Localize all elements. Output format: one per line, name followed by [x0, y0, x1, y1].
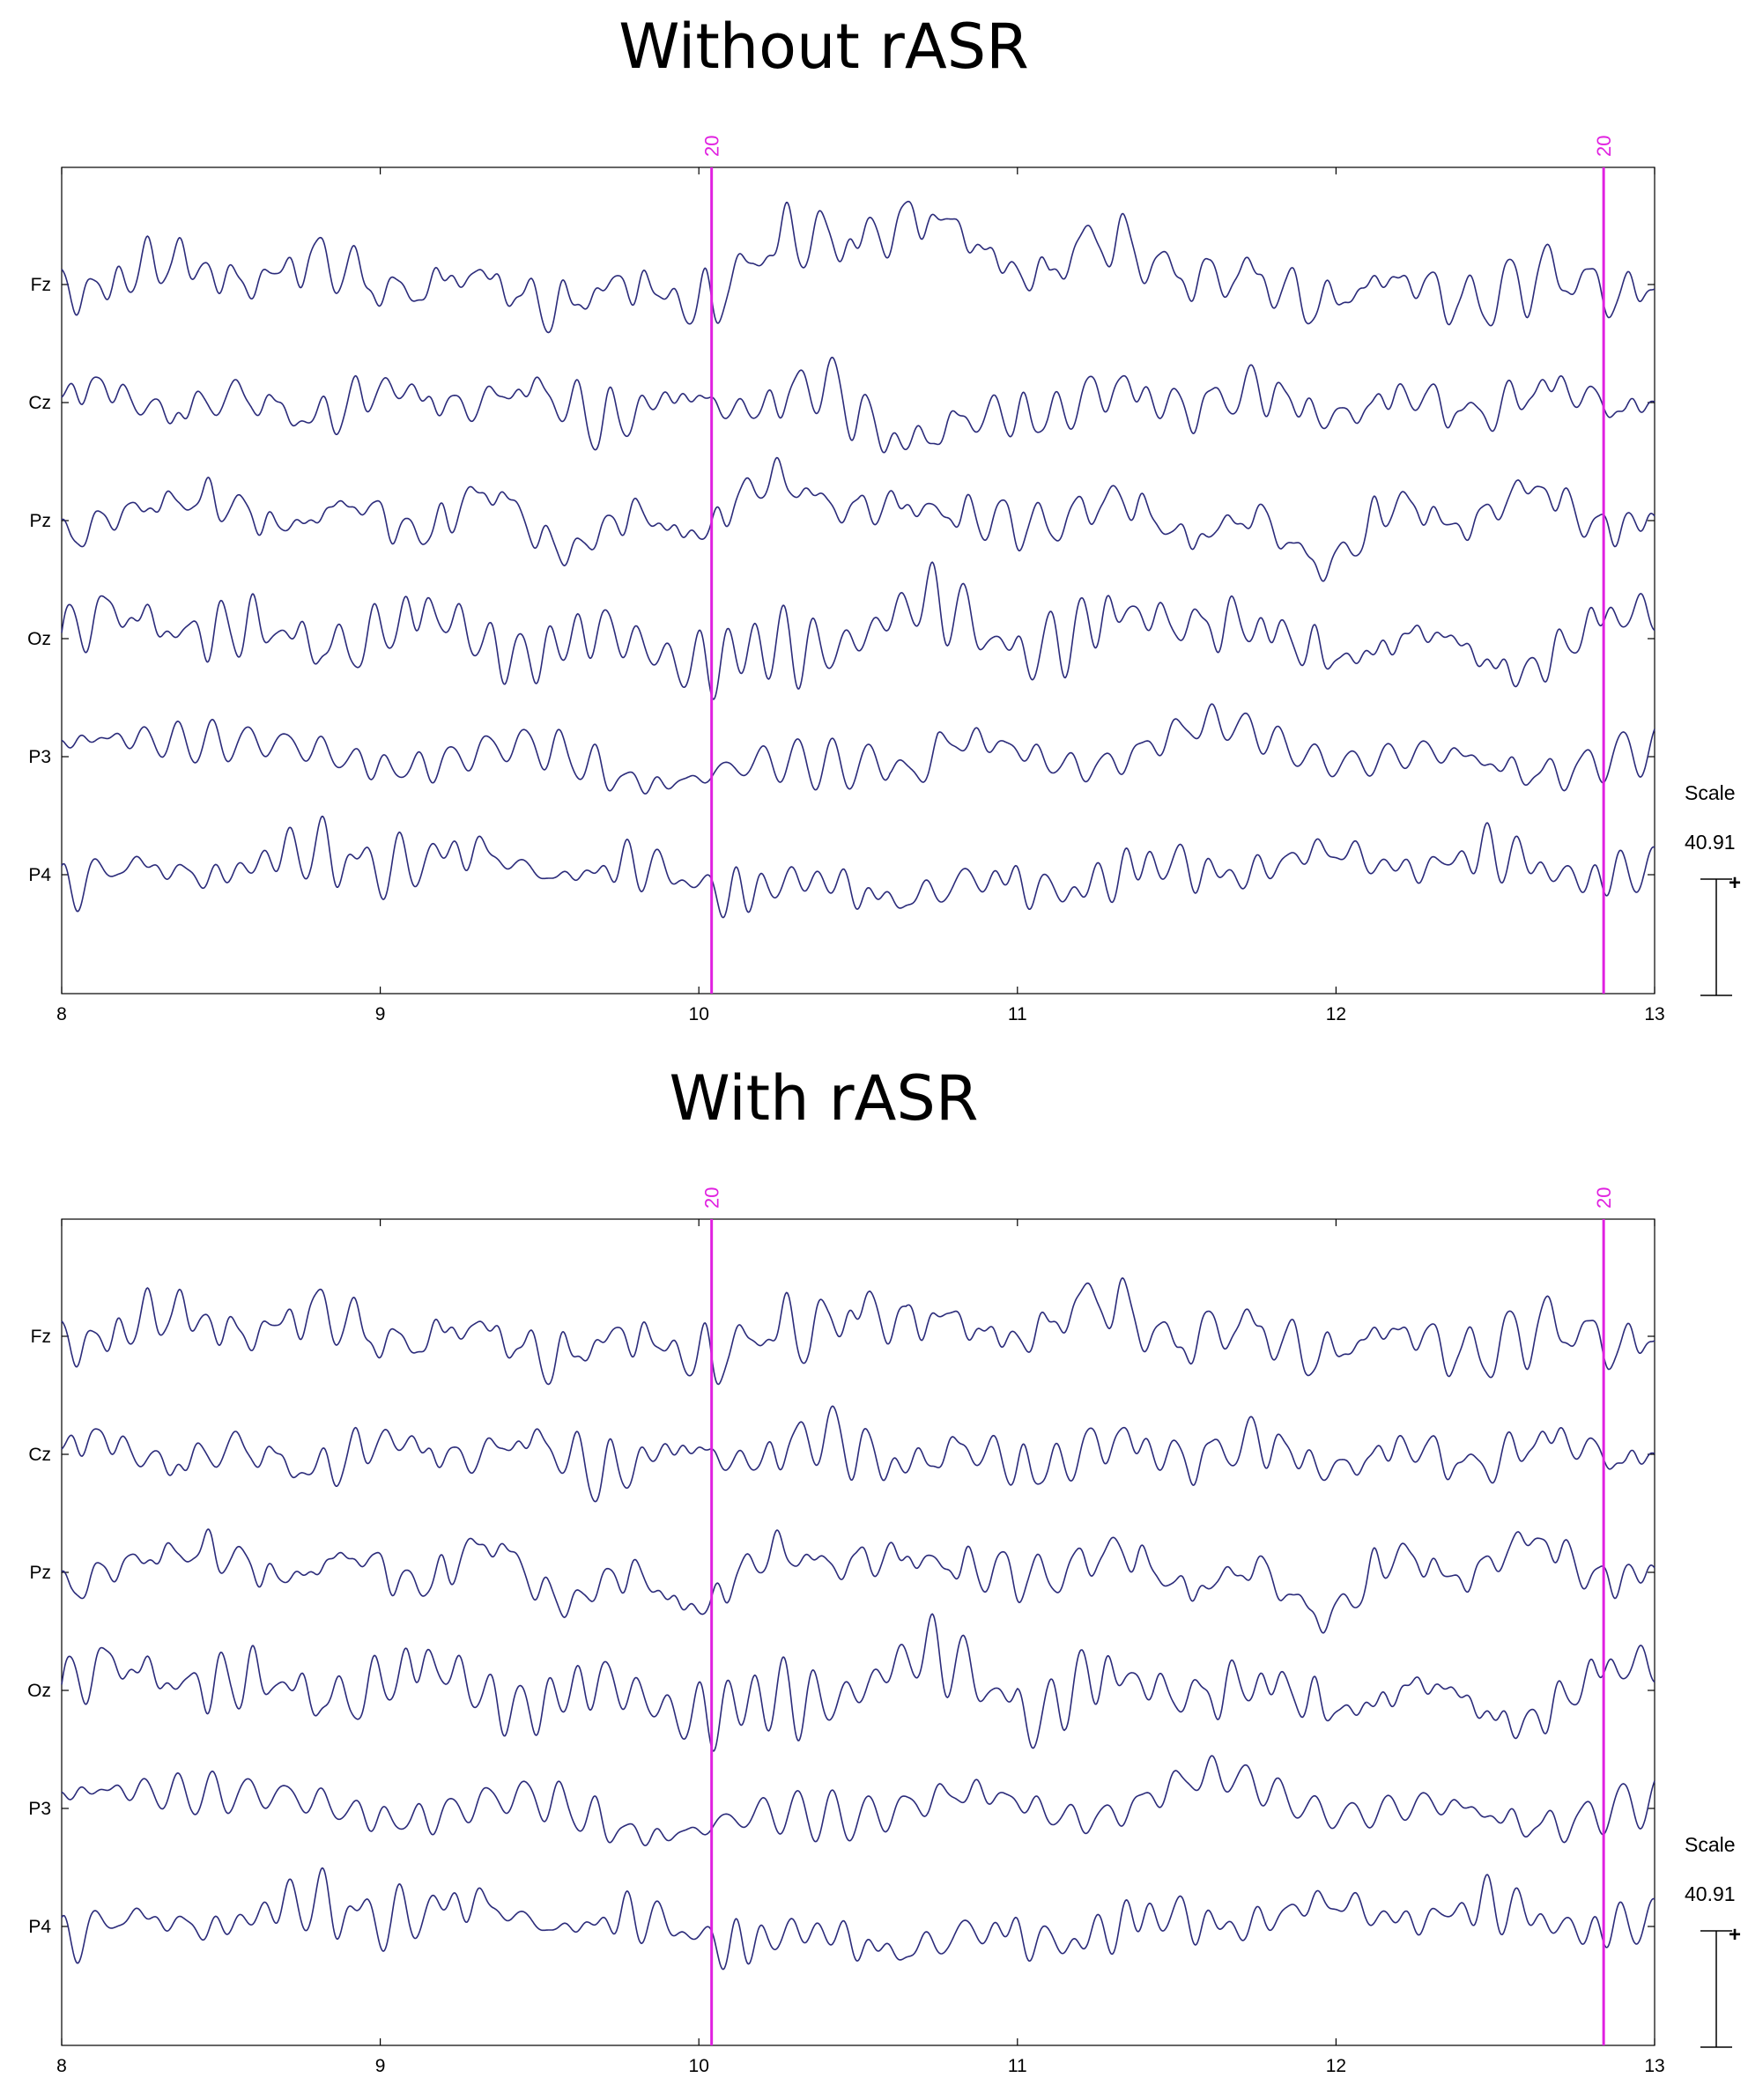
channel-label: Fz [31, 275, 51, 295]
panel-title-without-rasr: Without rASR [618, 11, 1029, 83]
x-tick-label: 13 [1644, 2056, 1664, 2076]
scale-label: Scale [1685, 781, 1736, 804]
eeg-plot-with-rasr: 8 9 10 11 12 13 Fz Cz Pz Oz P3 P4 20 20 Scale 40.91 + [27, 1187, 1741, 2076]
x-tick-label: 8 [56, 1004, 67, 1024]
x-tick-label: 8 [56, 2056, 67, 2076]
eeg-trace-pz [61, 1528, 1655, 1634]
plot-frame [61, 166, 1655, 995]
eeg-trace-oz [61, 1613, 1655, 1752]
scale-value: 40.91 [1685, 831, 1736, 854]
x-tick-label: 9 [375, 1004, 386, 1024]
x-tick-label: 12 [1326, 1004, 1346, 1024]
channel-label: Cz [28, 1445, 51, 1465]
eeg-plot-without-rasr: 8 9 10 11 12 13 Fz Cz Pz Oz P3 P4 20 20 Scale 40.91 + [27, 136, 1741, 1024]
event-marker-label: 20 [1593, 1187, 1615, 1209]
scale-value: 40.91 [1685, 1882, 1736, 1905]
scale-label: Scale [1685, 1833, 1736, 1856]
channel-label: P3 [28, 747, 51, 767]
eeg-trace-cz [61, 1405, 1655, 1503]
x-tick-label: 10 [689, 1004, 709, 1024]
eeg-trace-p3 [61, 703, 1655, 795]
channel-label: Pz [29, 1563, 51, 1583]
eeg-trace-pz [61, 456, 1655, 582]
event-marker-label: 20 [701, 1187, 723, 1209]
event-marker-label: 20 [1593, 136, 1615, 157]
channel-label: Oz [27, 629, 51, 649]
channel-label: Pz [29, 511, 51, 531]
x-tick-label: 9 [375, 2056, 386, 2076]
eeg-trace-p4 [61, 815, 1655, 919]
x-tick-label: 11 [1008, 1004, 1027, 1024]
channel-label: Fz [31, 1327, 51, 1347]
eeg-trace-cz [61, 356, 1655, 454]
scale-plus-sign: + [1729, 1923, 1741, 1947]
event-marker-label: 20 [701, 136, 723, 157]
eeg-trace-fz [61, 200, 1655, 334]
plot-frame [61, 1218, 1655, 2046]
x-tick-label: 12 [1326, 2056, 1346, 2076]
channel-label: P4 [28, 865, 51, 885]
eeg-trace-p3 [61, 1755, 1655, 1846]
x-tick-label: 13 [1644, 1004, 1664, 1024]
channel-label: Oz [27, 1681, 51, 1701]
x-tick-label: 10 [689, 2056, 709, 2076]
eeg-trace-fz [61, 1277, 1655, 1386]
panel-title-with-rasr: With rASR [669, 1062, 979, 1135]
eeg-trace-p4 [61, 1867, 1655, 1971]
scale-plus-sign: + [1729, 871, 1741, 895]
x-tick-label: 11 [1008, 2056, 1027, 2076]
channel-label: Cz [28, 393, 51, 413]
channel-label: P4 [28, 1917, 51, 1937]
channel-label: P3 [28, 1799, 51, 1819]
eeg-trace-oz [61, 561, 1655, 700]
